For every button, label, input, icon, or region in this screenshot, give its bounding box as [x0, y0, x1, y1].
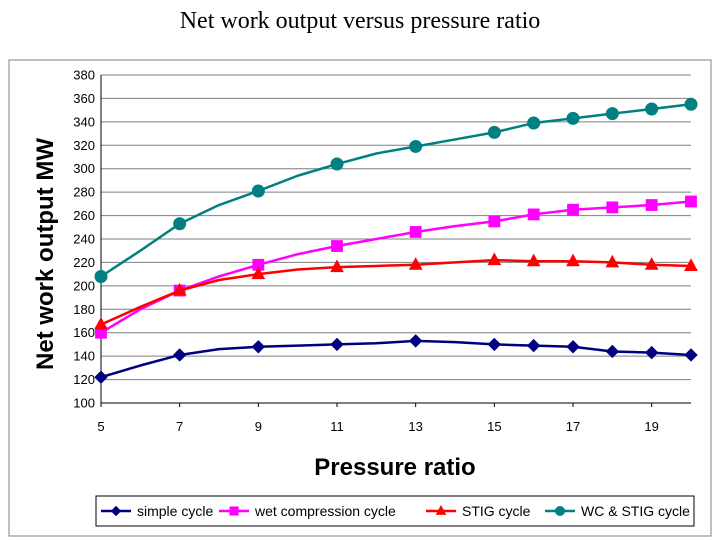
y-tick-label: 180 — [73, 302, 95, 317]
data-point-wc-stig-cycle — [645, 102, 659, 116]
y-tick-label: 220 — [73, 255, 95, 270]
data-point-wc-stig-cycle — [605, 107, 619, 121]
legend: simple cycle wet compression cycle STIG cy… — [95, 495, 695, 527]
data-point-simple-cycle — [684, 348, 698, 362]
y-tick-label: 140 — [73, 349, 95, 364]
data-point-wet-compression-cycle — [331, 240, 343, 252]
data-point-stig-cycle — [526, 253, 541, 267]
x-tick-label: 17 — [566, 419, 580, 434]
plot-area: 100 120 140 160 180 200 220 240 260 280 300 320 340 3… — [73, 68, 698, 434]
y-tick-label: 200 — [73, 278, 95, 293]
y-tick-label: 380 — [73, 68, 95, 83]
y-tick-label: 340 — [73, 114, 95, 129]
y-tick-label: 120 — [73, 372, 95, 387]
legend-label-simple-cycle: simple cycle — [137, 503, 213, 519]
data-point-stig-cycle — [172, 282, 187, 296]
legend-label-stig-cycle: STIG cycle — [462, 503, 531, 519]
x-tick-label: 11 — [330, 419, 344, 434]
data-point-wc-stig-cycle — [527, 116, 541, 130]
data-point-wet-compression-cycle — [409, 226, 422, 238]
series-line-simple-cycle — [100, 339, 692, 379]
y-tick-label: 100 — [73, 396, 95, 411]
data-point-wc-stig-cycle — [487, 125, 501, 139]
y-tick-label: 160 — [73, 325, 95, 340]
data-point-stig-cycle — [251, 266, 266, 280]
data-point-wet-compression-cycle — [645, 199, 658, 211]
data-point-stig-cycle — [644, 257, 659, 270]
x-tick-label: 9 — [255, 419, 262, 434]
y-tick-label: 300 — [73, 161, 95, 176]
data-point-simple-cycle — [487, 337, 502, 352]
x-axis-title: Pressure ratio — [314, 454, 475, 481]
data-point-wet-compression-cycle — [488, 215, 501, 228]
data-point-stig-cycle — [605, 254, 620, 268]
data-point-stig-cycle — [408, 257, 423, 270]
legend-label-wc-stig-cycle: WC & STIG cycle — [581, 503, 690, 519]
page-title: Net work output versus pressure ratio — [179, 8, 541, 34]
data-point-wc-stig-cycle — [330, 157, 344, 171]
data-point-stig-cycle — [684, 258, 698, 271]
data-point-stig-cycle — [487, 252, 502, 266]
y-tick-label: 260 — [73, 208, 95, 223]
data-point-stig-cycle — [330, 259, 344, 273]
legend-marker-wet-compression-cycle — [229, 506, 239, 516]
series-line-stig-cycle — [100, 258, 692, 326]
data-point-wet-compression-cycle — [685, 195, 697, 208]
legend-marker-stig-cycle — [435, 504, 447, 515]
data-point-wc-stig-cycle — [94, 269, 108, 283]
legend-marker-wc-stig-cycle — [555, 506, 565, 516]
data-point-simple-cycle — [566, 340, 580, 354]
data-point-simple-cycle — [526, 338, 541, 353]
data-point-wet-compression-cycle — [527, 208, 540, 221]
data-point-simple-cycle — [330, 337, 344, 352]
legend-marker-simple-cycle — [110, 505, 122, 517]
y-tick-label: 280 — [73, 185, 95, 200]
data-point-wc-stig-cycle — [684, 97, 698, 111]
x-tick-label: 13 — [408, 419, 422, 434]
data-point-wet-compression-cycle — [567, 203, 579, 216]
legend-box — [95, 495, 695, 527]
y-tick-label: 320 — [73, 138, 95, 153]
legend-label-wet-compression-cycle: wet compression cycle — [254, 503, 396, 519]
x-tick-label: 5 — [97, 419, 104, 434]
data-point-wc-stig-cycle — [251, 184, 265, 198]
data-point-wc-stig-cycle — [409, 139, 423, 153]
series-line-wc-stig-cycle — [100, 103, 692, 278]
data-point-stig-cycle — [566, 253, 580, 267]
data-point-stig-cycle — [94, 316, 108, 330]
data-point-simple-cycle — [408, 334, 423, 348]
y-tick-label: 240 — [73, 232, 95, 247]
data-point-wet-compression-cycle — [606, 201, 619, 214]
data-point-simple-cycle — [251, 340, 266, 354]
data-point-wc-stig-cycle — [173, 217, 187, 231]
data-point-simple-cycle — [605, 344, 620, 359]
x-tick-label: 19 — [644, 419, 658, 434]
data-point-wc-stig-cycle — [566, 111, 580, 125]
x-tick-label: 15 — [487, 419, 501, 434]
data-point-simple-cycle — [94, 370, 108, 384]
data-point-simple-cycle — [644, 345, 659, 360]
x-tick-label: 7 — [176, 419, 183, 434]
data-point-simple-cycle — [172, 348, 187, 362]
y-axis-title: Net work output MW — [32, 138, 59, 370]
series-line-wet-compression-cycle — [100, 200, 692, 334]
y-tick-label: 360 — [73, 91, 95, 106]
